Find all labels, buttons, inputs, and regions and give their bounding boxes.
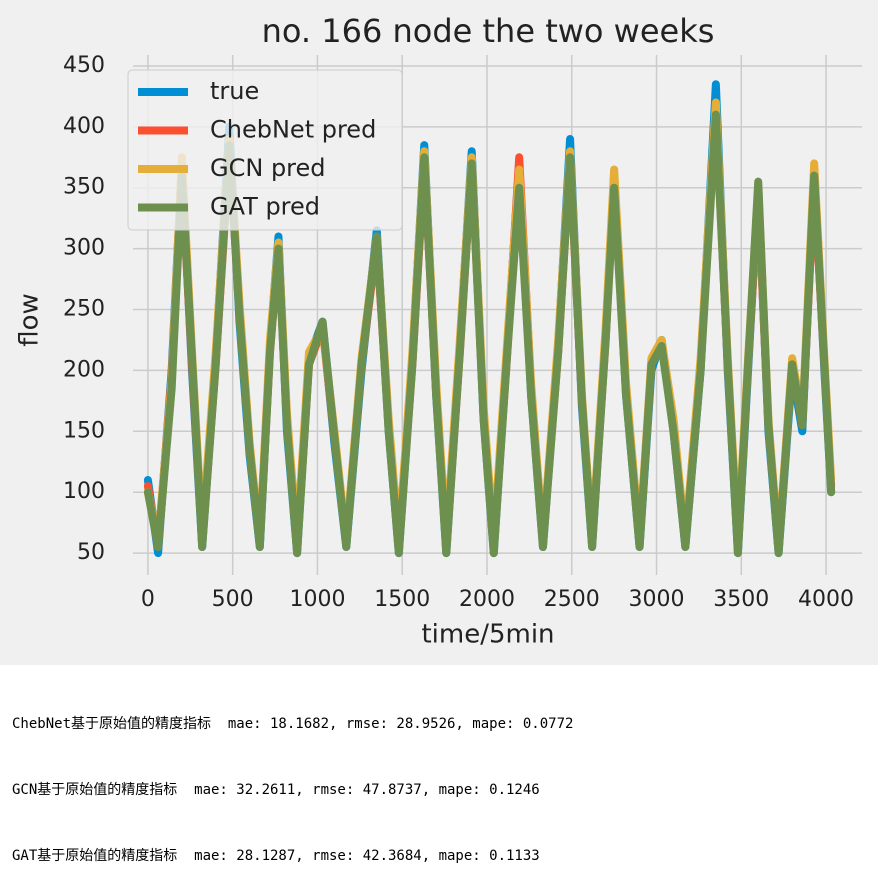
y-axis-label: flow (15, 293, 45, 347)
x-tick-label: 2000 (459, 587, 515, 612)
y-tick-label: 50 (77, 540, 105, 565)
x-tick-label: 1500 (374, 587, 430, 612)
y-tick-label: 400 (63, 114, 105, 139)
y-tick-label: 200 (63, 357, 105, 382)
x-tick-label: 2500 (544, 587, 600, 612)
y-tick-label: 300 (63, 236, 105, 261)
legend: true ChebNet pred GCN pred GAT pred (127, 69, 403, 231)
x-tick-label: 0 (141, 587, 155, 612)
x-axis-label: time/5min (421, 620, 554, 650)
output-line: GCN基于原始值的精度指标 mae: 32.2611, rmse: 47.873… (12, 782, 540, 798)
x-tick-label: 500 (212, 587, 254, 612)
legend-label: GAT pred (210, 193, 320, 221)
x-tick-label: 4000 (798, 587, 854, 612)
y-tick-label: 250 (63, 297, 105, 322)
y-tick-label: 450 (63, 53, 105, 78)
legend-frame (127, 69, 403, 231)
chart-title: no. 166 node the two weeks (262, 12, 715, 50)
y-tick-label: 150 (63, 418, 105, 443)
output-line: GAT基于原始值的精度指标 mae: 28.1287, rmse: 42.368… (12, 848, 540, 864)
output-line: ChebNet基于原始值的精度指标 mae: 18.1682, rmse: 28… (12, 716, 574, 732)
legend-label: true (210, 77, 259, 105)
output-text: ChebNet基于原始值的精度指标 mae: 18.1682, rmse: 28… (12, 669, 884, 889)
legend-label: GCN pred (210, 154, 326, 182)
y-tick-label: 100 (63, 479, 105, 504)
series-line (143, 110, 836, 558)
x-tick-label: 1000 (289, 587, 345, 612)
legend-label: ChebNet pred (210, 116, 376, 144)
y-tick-label: 350 (63, 175, 105, 200)
page: no. 166 node the two weeks time/5min flo… (0, 0, 878, 864)
chart: no. 166 node the two weeks time/5min flo… (0, 0, 878, 665)
x-tick-label: 3000 (629, 587, 685, 612)
x-tick-label: 3500 (713, 587, 769, 612)
